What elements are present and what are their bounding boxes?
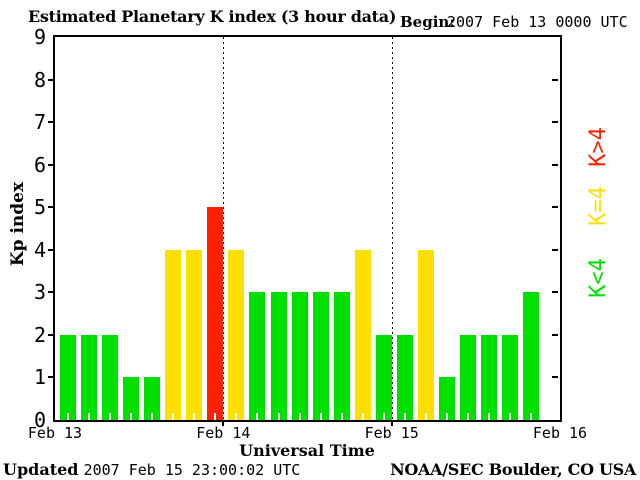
y-tick-label: 1 <box>33 365 46 390</box>
kp-bar <box>480 335 497 420</box>
kp-bar <box>186 250 203 420</box>
x-axis-title: Universal Time <box>239 441 375 460</box>
page-title: Estimated Planetary K index (3 hour data… <box>28 7 397 26</box>
bar-hour-tick <box>130 413 133 420</box>
credit-text: NOAA/SEC Boulder, CO USA <box>390 460 636 479</box>
kp-bar <box>523 292 539 420</box>
begin-value: 2007 Feb 13 0000 UTC <box>447 13 628 31</box>
updated-label: Updated <box>3 460 79 479</box>
plot-frame <box>53 35 562 422</box>
bar-hour-tick <box>172 413 175 420</box>
kp-bar <box>417 250 434 420</box>
bar-hour-tick <box>466 413 469 420</box>
x-tick-label: Feb 13 <box>27 424 83 442</box>
bar-hour-tick <box>319 413 322 420</box>
y-tick-mark-right <box>552 376 558 379</box>
bar-hour-tick <box>277 413 280 420</box>
bar-hour-tick <box>256 413 259 420</box>
bar-hour-tick <box>445 413 448 420</box>
bar-hour-tick <box>298 413 301 420</box>
y-tick-mark-right <box>552 121 558 124</box>
y-tick-mark-left <box>48 291 54 294</box>
bar-hour-tick <box>340 413 343 420</box>
kp-bar <box>438 377 455 420</box>
kp-bar <box>459 335 476 420</box>
kp-bar <box>333 292 350 420</box>
legend-item-k-gt-4: K>4 <box>586 127 611 167</box>
bar-hour-tick <box>403 413 406 420</box>
kp-bar <box>249 292 266 420</box>
y-tick-mark-left <box>48 333 54 336</box>
y-tick-label: 2 <box>33 322 46 347</box>
updated-value: 2007 Feb 15 23:00:02 UTC <box>83 461 301 479</box>
x-tick-mark <box>390 422 393 426</box>
y-tick-label: 8 <box>33 67 46 92</box>
kp-bar <box>60 335 76 420</box>
legend-item-k-eq-4: K=4 <box>586 186 611 226</box>
bar-hour-tick <box>67 413 69 420</box>
day-divider <box>391 37 393 420</box>
y-tick-mark-right <box>552 333 558 336</box>
kp-bar <box>501 335 518 420</box>
begin-label: Begin: <box>400 13 455 31</box>
x-tick-mark <box>222 422 225 426</box>
x-tick-label: Feb 16 <box>532 424 588 442</box>
kp-bar <box>102 335 119 420</box>
bar-hour-tick <box>88 413 91 420</box>
y-tick-mark-left <box>48 163 54 166</box>
kp-bar <box>291 292 308 420</box>
kp-bar <box>123 377 140 420</box>
kp-bar <box>165 250 182 420</box>
day-divider <box>223 37 225 420</box>
y-tick-mark-right <box>552 163 558 166</box>
bar-hour-tick <box>487 413 490 420</box>
kp-bar <box>207 207 224 420</box>
legend-item-k-lt-4: K<4 <box>586 258 611 298</box>
y-tick-label: 5 <box>33 195 46 220</box>
kp-bar <box>270 292 287 420</box>
y-tick-mark-right <box>552 248 558 251</box>
kp-bar <box>81 335 98 420</box>
y-tick-mark-right <box>552 206 558 209</box>
kp-bar <box>228 250 245 420</box>
y-tick-mark-left <box>48 121 54 124</box>
y-tick-mark-left <box>48 248 54 251</box>
y-tick-label: 7 <box>33 110 46 135</box>
y-tick-mark-right <box>552 78 558 81</box>
bar-hour-tick <box>424 413 427 420</box>
bar-hour-tick <box>193 413 196 420</box>
updated-line: Updated 2007 Feb 15 23:00:02 UTC <box>3 460 300 479</box>
y-tick-mark-right <box>552 291 558 294</box>
kp-bar <box>144 377 161 420</box>
y-tick-label: 0 <box>33 408 46 432</box>
bar-hour-tick <box>508 413 511 420</box>
bar-hour-tick <box>361 413 364 420</box>
y-tick-mark-left <box>48 206 54 209</box>
y-tick-mark-left <box>48 376 54 379</box>
kp-bar <box>354 250 371 420</box>
y-tick-label: 6 <box>33 152 46 177</box>
kp-bar <box>396 335 413 420</box>
bar-hour-tick <box>151 413 154 420</box>
bar-hour-tick <box>214 413 217 420</box>
bar-hour-tick <box>382 413 385 420</box>
x-tick-label: Feb 14 <box>196 424 251 442</box>
x-tick-label: Feb 15 <box>364 424 419 442</box>
y-tick-label: 4 <box>33 237 46 262</box>
plot-area <box>55 37 560 420</box>
y-tick-mark-left <box>48 78 54 81</box>
bar-hour-tick <box>109 413 112 420</box>
y-tick-label: 3 <box>33 280 46 305</box>
bar-hour-tick <box>235 413 238 420</box>
kp-bar <box>375 335 392 420</box>
bar-hour-tick <box>530 413 532 420</box>
y-tick-label: 9 <box>33 25 46 49</box>
kp-bar <box>312 292 329 420</box>
